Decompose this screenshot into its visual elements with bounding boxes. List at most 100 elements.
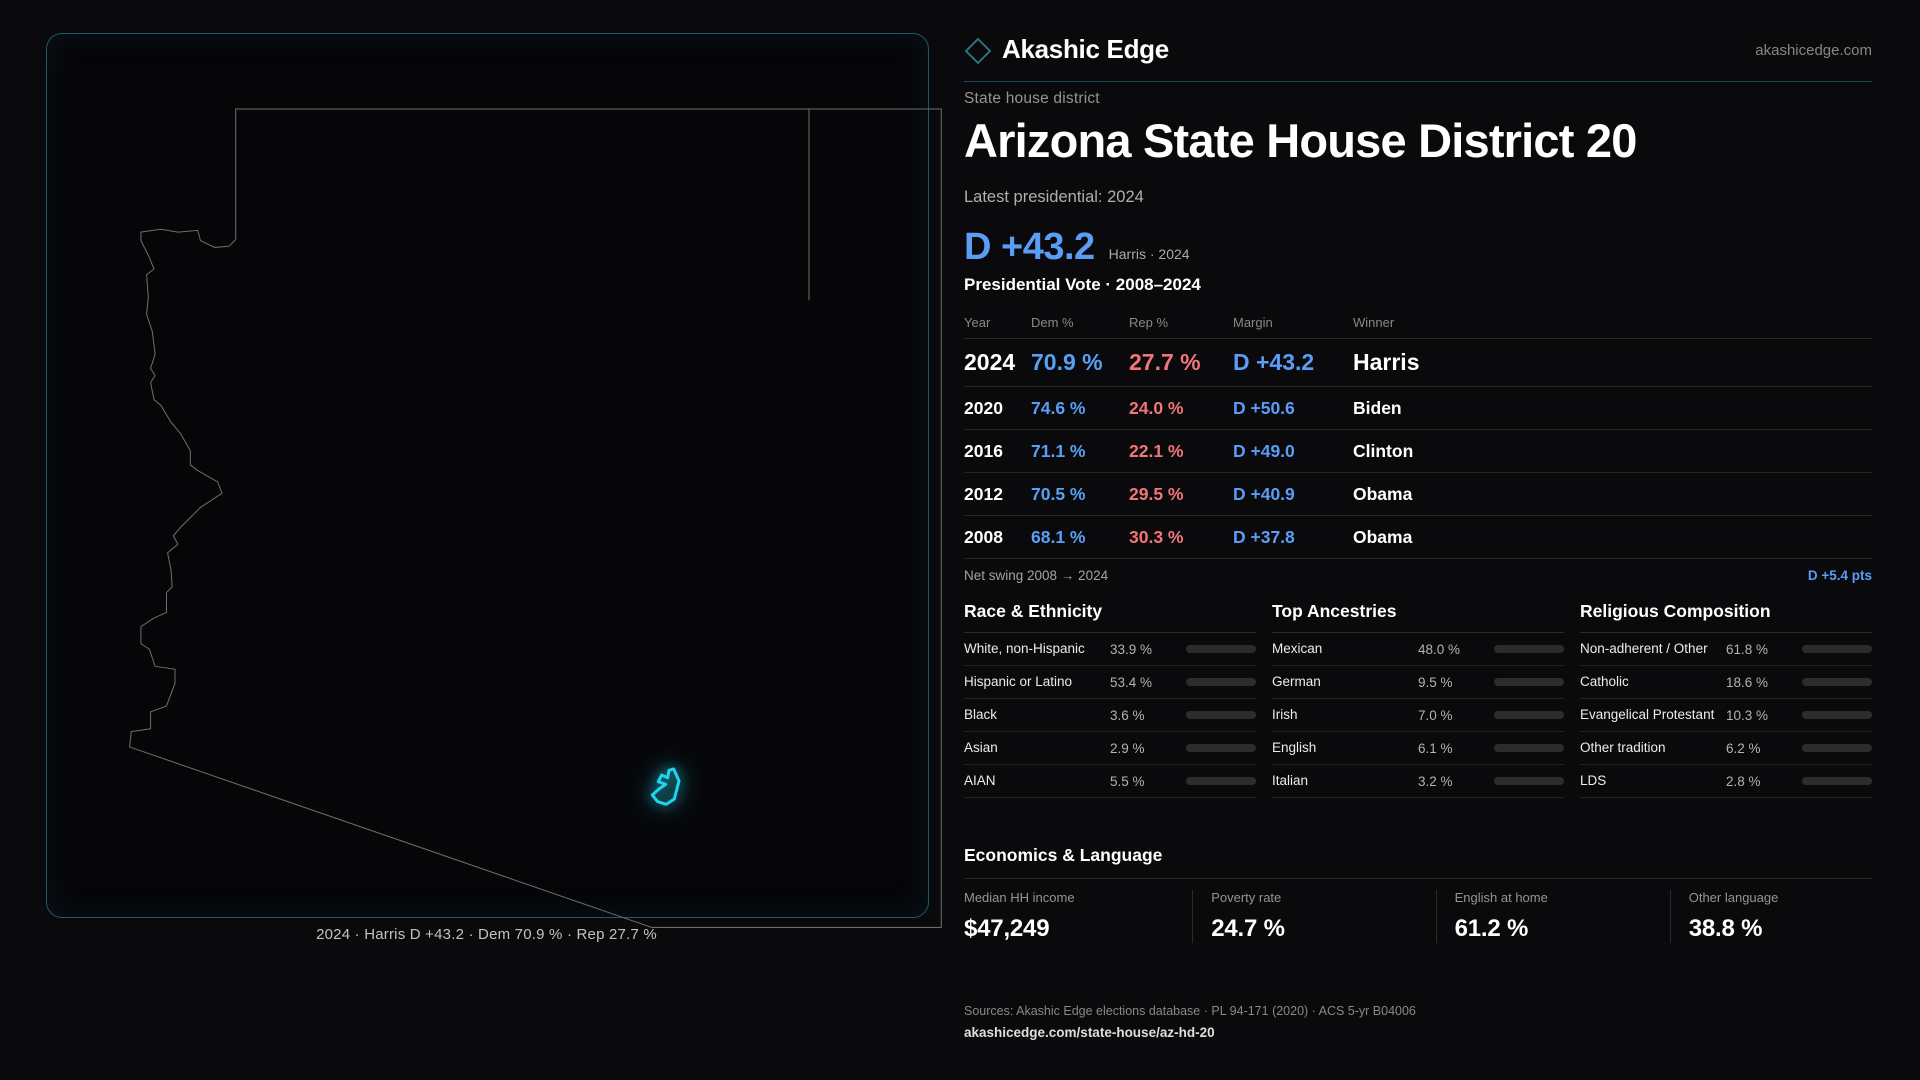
map-caption: 2024 · Harris D +43.2 · Dem 70.9 % · Rep… xyxy=(316,926,657,943)
stat-label: Poverty rate xyxy=(1211,890,1282,905)
row-value: 2.8 % xyxy=(1726,773,1761,789)
list-item[interactable]: Irish 7.0 % xyxy=(1272,699,1564,732)
row-value: 61.8 % xyxy=(1726,641,1769,657)
stat-card: English at home 61.2 % xyxy=(1435,890,1670,943)
list-item[interactable]: German 9.5 % xyxy=(1272,666,1564,699)
page-title: Arizona State House District 20 xyxy=(964,114,1637,167)
economics-title: Economics & Language xyxy=(964,845,1163,865)
table-header-row: Year Dem % Rep % Margin Winner xyxy=(964,306,1872,339)
stat-card: Other language 38.8 % xyxy=(1669,890,1872,943)
list-item[interactable]: AIAN 5.5 % xyxy=(964,765,1256,798)
net-swing-row: Net swing 2008 → 2024 D +5.4 pts xyxy=(964,560,1872,590)
list-item[interactable]: Black 3.6 % xyxy=(964,699,1256,732)
row-label: AIAN xyxy=(964,772,996,788)
row-value: 53.4 % xyxy=(1110,674,1153,690)
row-bar-track xyxy=(1494,678,1564,686)
brand-site: akashicedge.com xyxy=(1755,42,1872,59)
row-bar-track xyxy=(1186,711,1256,719)
row-value: 6.1 % xyxy=(1418,740,1453,756)
row-bar-track xyxy=(1186,645,1256,653)
headline-margin-caption: Harris · 2024 xyxy=(1108,246,1190,262)
cell-dem: 68.1 % xyxy=(1031,526,1086,547)
col-margin: Margin xyxy=(1233,314,1273,330)
stat-label: Other language xyxy=(1688,890,1779,905)
cell-year: 2016 xyxy=(964,440,1003,461)
table-row[interactable]: 2024 70.9 % 27.7 % D +43.2 Harris xyxy=(964,339,1872,387)
row-bar-track xyxy=(1802,777,1872,785)
diamond-icon xyxy=(964,37,992,65)
cell-dem: 71.1 % xyxy=(1031,440,1086,461)
presidential-vote-table: Year Dem % Rep % Margin Winner 2024 70.9… xyxy=(964,306,1872,559)
race-ethnicity-title: Race & Ethnicity xyxy=(964,596,1256,633)
ancestry-column: Top Ancestries Mexican 48.0 % German 9.5… xyxy=(1272,596,1564,798)
stat-value: 38.8 % xyxy=(1688,915,1763,942)
row-label: Italian xyxy=(1272,772,1309,788)
cell-margin: D +37.8 xyxy=(1233,526,1295,547)
cell-margin: D +49.0 xyxy=(1233,440,1295,461)
row-label: German xyxy=(1272,673,1321,689)
cell-dem: 74.6 % xyxy=(1031,397,1086,418)
map-panel xyxy=(46,33,942,928)
race-ethnicity-column: Race & Ethnicity White, non-Hispanic 33.… xyxy=(964,596,1256,798)
row-label: Irish xyxy=(1272,706,1298,722)
row-bar-track xyxy=(1494,744,1564,752)
row-bar-track xyxy=(1186,744,1256,752)
list-item[interactable]: White, non-Hispanic 33.9 % xyxy=(964,633,1256,666)
headline-margin-value: D +43.2 xyxy=(964,226,1095,268)
list-item[interactable]: LDS 2.8 % xyxy=(1580,765,1872,798)
row-bar-track xyxy=(1494,645,1564,653)
list-item[interactable]: English 6.1 % xyxy=(1272,732,1564,765)
list-item[interactable]: Mexican 48.0 % xyxy=(1272,633,1564,666)
detail-panel: Akashic Edge akashicedge.com State house… xyxy=(964,0,1872,1080)
table-row[interactable]: 2012 70.5 % 29.5 % D +40.9 Obama xyxy=(964,473,1872,516)
row-label: Catholic xyxy=(1580,673,1629,689)
row-value: 7.0 % xyxy=(1418,707,1453,723)
net-swing-value: D +5.4 pts xyxy=(1807,567,1872,583)
cell-dem: 70.5 % xyxy=(1031,483,1086,504)
list-item[interactable]: Italian 3.2 % xyxy=(1272,765,1564,798)
row-label: Black xyxy=(964,706,998,722)
cell-year: 2024 xyxy=(964,349,1016,375)
col-dem: Dem % xyxy=(1031,314,1074,330)
economics-stats: Median HH income $47,249 Poverty rate 24… xyxy=(964,890,1872,943)
cell-dem: 70.9 % xyxy=(1031,349,1103,375)
row-label: Non-adherent / Other xyxy=(1580,640,1708,656)
cell-winner: Obama xyxy=(1353,526,1413,547)
row-value: 6.2 % xyxy=(1726,740,1761,756)
net-swing-label: Net swing 2008 → 2024 xyxy=(964,567,1109,583)
list-item[interactable]: Hispanic or Latino 53.4 % xyxy=(964,666,1256,699)
stat-value: 24.7 % xyxy=(1211,915,1285,942)
row-label: Hispanic or Latino xyxy=(964,673,1073,689)
table-row[interactable]: 2008 68.1 % 30.3 % D +37.8 Obama xyxy=(964,516,1872,559)
row-value: 9.5 % xyxy=(1418,674,1453,690)
row-value: 2.9 % xyxy=(1110,740,1145,756)
list-item[interactable]: Asian 2.9 % xyxy=(964,732,1256,765)
list-item[interactable]: Evangelical Protestant 10.3 % xyxy=(1580,699,1872,732)
cell-rep: 29.5 % xyxy=(1129,483,1184,504)
list-item[interactable]: Catholic 18.6 % xyxy=(1580,666,1872,699)
row-label: English xyxy=(1272,739,1317,755)
cell-margin: D +43.2 xyxy=(1233,349,1315,375)
cell-margin: D +50.6 xyxy=(1233,397,1295,418)
brand-name: Akashic Edge xyxy=(1002,34,1169,64)
row-bar-track xyxy=(1186,777,1256,785)
cell-rep: 30.3 % xyxy=(1129,526,1184,547)
list-item[interactable]: Other tradition 6.2 % xyxy=(1580,732,1872,765)
row-value: 3.2 % xyxy=(1418,773,1453,789)
table-row[interactable]: 2020 74.6 % 24.0 % D +50.6 Biden xyxy=(964,387,1872,430)
latest-presidential-label: Latest presidential: 2024 xyxy=(964,188,1144,206)
row-value: 3.6 % xyxy=(1110,707,1145,723)
vote-table-title: Presidential Vote · 2008–2024 xyxy=(964,275,1201,294)
cell-rep: 24.0 % xyxy=(1129,397,1184,418)
row-value: 5.5 % xyxy=(1110,773,1145,789)
source-url[interactable]: akashicedge.com/state-house/az-hd-20 xyxy=(964,1025,1215,1040)
highlighted-district-shape[interactable] xyxy=(627,749,687,809)
list-item[interactable]: Non-adherent / Other 61.8 % xyxy=(1580,633,1872,666)
stat-value: 61.2 % xyxy=(1454,915,1529,942)
cell-winner: Obama xyxy=(1353,483,1413,504)
table-row[interactable]: 2016 71.1 % 22.1 % D +49.0 Clinton xyxy=(964,430,1872,473)
col-winner: Winner xyxy=(1353,314,1395,330)
religion-column: Religious Composition Non-adherent / Oth… xyxy=(1580,596,1872,798)
ancestry-title: Top Ancestries xyxy=(1272,596,1564,633)
